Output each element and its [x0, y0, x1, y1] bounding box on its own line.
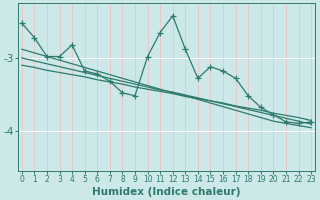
X-axis label: Humidex (Indice chaleur): Humidex (Indice chaleur): [92, 187, 241, 197]
